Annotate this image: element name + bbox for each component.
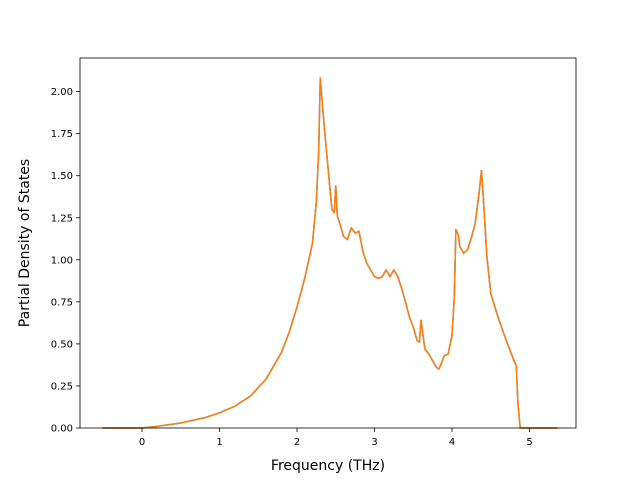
y-tick-label: 0.00 [51, 424, 73, 435]
y-tick-label: 0.25 [51, 381, 73, 392]
y-tick-label: 0.75 [51, 297, 73, 308]
series-line-2 [102, 77, 558, 429]
x-tick-label: 4 [449, 437, 455, 448]
y-tick-label: 1.25 [51, 213, 73, 224]
y-tick-label: 0.50 [51, 339, 73, 350]
x-axis-ticks: 0 1 2 3 4 5 [139, 428, 533, 448]
x-tick-label: 0 [139, 437, 145, 448]
y-tick-label: 1.75 [51, 129, 73, 140]
y-tick-label: 1.00 [51, 255, 73, 266]
x-axis-label: Frequency (THz) [271, 458, 385, 474]
x-tick-label: 5 [526, 437, 532, 448]
y-axis-ticks: 0.00 0.25 0.50 0.75 1.00 1.25 1.50 1.75 2.00 [51, 87, 80, 435]
plot-area [80, 58, 576, 428]
y-axis-label: Partial Density of States [17, 159, 33, 327]
y-tick-label: 2.00 [51, 87, 73, 98]
plot-frame [79, 57, 577, 429]
x-tick-label: 2 [294, 437, 300, 448]
series-layer [102, 77, 558, 429]
y-tick-label: 1.50 [51, 171, 73, 182]
x-tick-label: 3 [371, 437, 377, 448]
x-tick-label: 1 [216, 437, 222, 448]
